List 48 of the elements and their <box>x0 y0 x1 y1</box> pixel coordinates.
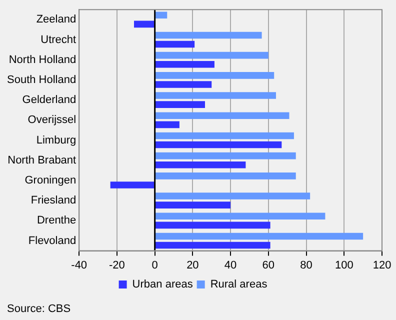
x-tick-label: 20 <box>186 259 199 272</box>
bar <box>155 141 282 148</box>
x-tick-label: 0 <box>152 259 158 272</box>
y-tick-label: North Brabant <box>8 154 76 166</box>
y-tick-label: Flevoland <box>28 234 76 247</box>
x-tick-label: 80 <box>300 259 312 272</box>
x-tick-label: 100 <box>334 259 354 272</box>
bar <box>155 60 214 68</box>
x-tick-label: 60 <box>262 259 275 272</box>
y-tick-label: Drenthe <box>36 214 76 227</box>
bar <box>155 72 274 79</box>
y-tick-label: Friesland <box>30 194 76 207</box>
legend-label: Rural areas <box>210 278 268 291</box>
y-tick-label: South Holland <box>6 74 76 86</box>
bar <box>155 92 276 99</box>
bar <box>155 40 195 48</box>
y-tick-label: North Holland <box>8 54 76 66</box>
y-tick-label: Groningen <box>24 174 76 186</box>
bar <box>155 112 290 120</box>
bar <box>155 12 168 19</box>
bar <box>155 161 246 168</box>
bar <box>155 132 294 140</box>
bar <box>155 202 231 208</box>
bar <box>155 232 364 240</box>
y-tick-label: Overijssel <box>28 114 76 126</box>
source-note: Source: CBS <box>7 303 71 315</box>
x-tick-label: -20 <box>109 259 125 272</box>
legend-label: Urban areas <box>132 278 194 291</box>
bar <box>134 20 154 28</box>
x-tick-label: -40 <box>71 259 88 272</box>
x-tick-label: 40 <box>224 259 237 272</box>
bar <box>155 121 180 128</box>
bar <box>155 152 296 160</box>
bar <box>110 182 154 188</box>
y-tick-label: Utrecht <box>40 34 76 46</box>
bar <box>155 52 268 59</box>
bar <box>155 242 270 249</box>
x-tick-label: 120 <box>372 259 392 272</box>
y-tick-label: Gelderland <box>22 94 76 106</box>
bar <box>155 101 205 108</box>
y-tick-label: Limburg <box>36 134 76 146</box>
bar <box>155 192 310 200</box>
bar <box>155 212 326 220</box>
bar <box>155 32 262 39</box>
y-tick-label: Zeeland <box>36 14 76 26</box>
bar <box>155 81 212 88</box>
bar <box>155 172 296 180</box>
bar <box>155 222 270 229</box>
